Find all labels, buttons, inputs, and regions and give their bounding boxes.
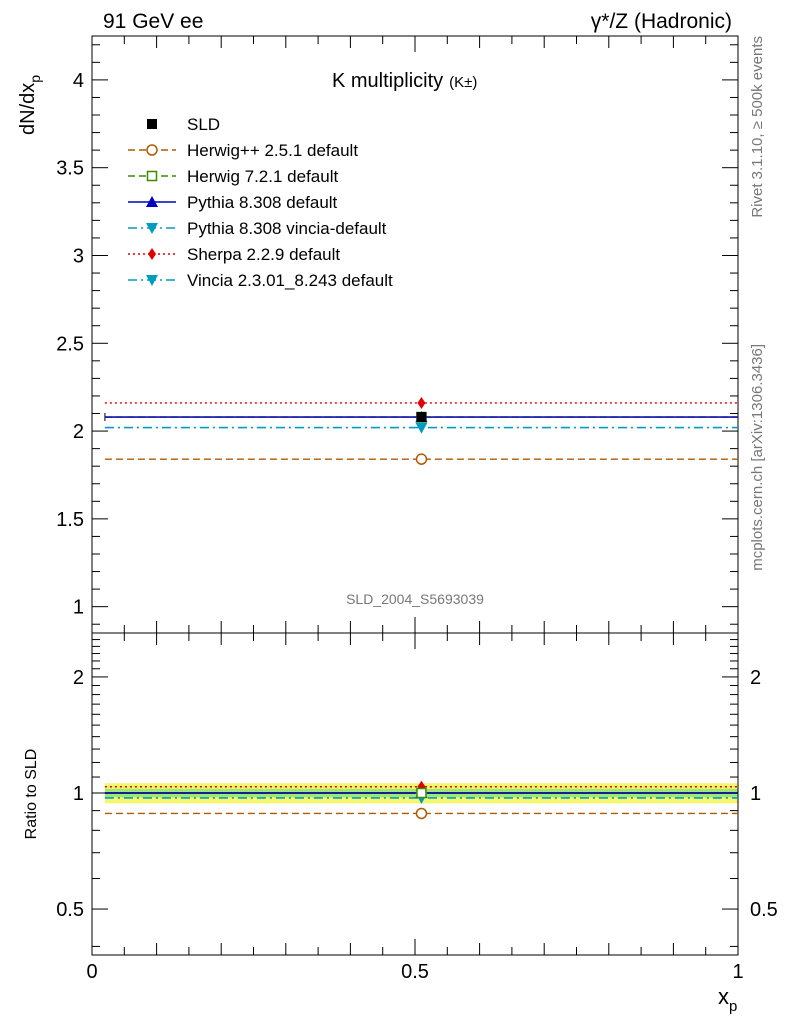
main-panel: 1 1.5 2 2.5 3 3.5 4 K multiplicity (K±) SLD Her… (17, 35, 739, 634)
ratio-series (104, 780, 738, 820)
legend-label: SLD (187, 115, 220, 134)
legend-label: Pythia 8.308 vincia-default (187, 219, 387, 238)
main-y-tick-label: 2 (73, 421, 84, 443)
ratio-y-tick-label-right: 0.5 (750, 899, 778, 921)
legend-label: Sherpa 2.2.9 default (187, 245, 340, 264)
main-y-label-sub: p (27, 75, 43, 83)
legend-entry: Pythia 8.308 default (128, 193, 338, 212)
header-left: 91 GeV ee (103, 10, 203, 33)
main-series (104, 396, 739, 465)
series-marker (417, 396, 426, 409)
legend-entry: Sherpa 2.2.9 default (128, 245, 340, 264)
legend-label: Herwig 7.2.1 default (187, 167, 338, 186)
main-y-ticks: 1 1.5 2 2.5 3 3.5 4 (56, 44, 738, 625)
legend-entry: Pythia 8.308 vincia-default (128, 219, 387, 238)
legend-marker (147, 119, 157, 129)
legend-label: Vincia 2.3.01_8.243 default (187, 271, 393, 290)
legend-label: Herwig++ 2.5.1 default (187, 141, 358, 160)
ratio-marker (416, 787, 427, 799)
main-y-label-text: dN/dx (17, 83, 39, 135)
x-tick-label: 0 (86, 961, 97, 983)
ratio-y-tick-label: 2 (73, 667, 84, 689)
x-axis-ticks: 0 0.5 1 (86, 36, 744, 983)
series-marker (415, 422, 428, 434)
ratio-y-axis-label: Ratio to SLD (23, 749, 40, 840)
legend-marker (146, 170, 158, 182)
series-marker (416, 412, 427, 423)
main-y-tick-label: 1.5 (56, 509, 84, 531)
header-right: γ*/Z (Hadronic) (591, 10, 732, 33)
legend-entry: Herwig 7.2.1 default (128, 167, 338, 186)
rivet-label: Rivet 3.1.10, ≥ 500k events (749, 36, 766, 218)
legend-marker (146, 144, 158, 156)
legend-marker (146, 275, 158, 286)
series-marker (415, 453, 428, 465)
plot-title-text: K multiplicity (332, 70, 443, 92)
legend-marker (148, 248, 156, 260)
ratio-panel: 0.5 0.5 1 1 2 2 Ratio to SLD (23, 632, 778, 956)
x-tick-label: 1 (732, 961, 743, 983)
legend-marker (146, 223, 158, 234)
legend: SLD Herwig++ 2.5.1 default Herwig 7.2.1 de… (128, 115, 393, 290)
plot-title-suffix: (K±) (449, 74, 477, 91)
ratio-marker (415, 807, 428, 820)
legend-entry: Vincia 2.3.01_8.243 default (128, 271, 393, 290)
x-label-text: x (718, 984, 729, 1009)
plot-title: K multiplicity (K±) (332, 70, 477, 92)
main-y-tick-label: 3 (73, 245, 84, 267)
main-y-tick-label: 1 (73, 597, 84, 619)
ratio-y-tick-label-right: 2 (750, 667, 761, 689)
legend-entry: SLD (147, 115, 220, 134)
legend-marker (146, 196, 158, 207)
ratio-y-tick-label: 1 (73, 783, 84, 805)
main-y-tick-label: 2.5 (56, 333, 84, 355)
main-y-axis-label: dN/dxp (17, 75, 43, 135)
x-axis-label: xp (718, 984, 737, 1015)
analysis-watermark: SLD_2004_S5693039 (346, 591, 484, 607)
legend-entry: Herwig++ 2.5.1 default (128, 141, 358, 160)
main-y-tick-label: 3.5 (56, 158, 84, 180)
svg-text:dN/dxp: dN/dxp (17, 75, 43, 135)
x-label-sub: p (729, 998, 737, 1015)
mcplots-label: mcplots.cern.ch [arXiv:1306.3436] (749, 344, 766, 571)
ratio-y-tick-label-right: 1 (750, 783, 761, 805)
ratio-y-tick-label: 0.5 (56, 899, 84, 921)
x-tick-label: 0.5 (401, 961, 429, 983)
ratio-y-ticks: 0.5 0.5 1 1 2 2 (56, 639, 778, 947)
legend-label: Pythia 8.308 default (187, 193, 338, 212)
main-y-tick-label: 4 (73, 70, 84, 92)
